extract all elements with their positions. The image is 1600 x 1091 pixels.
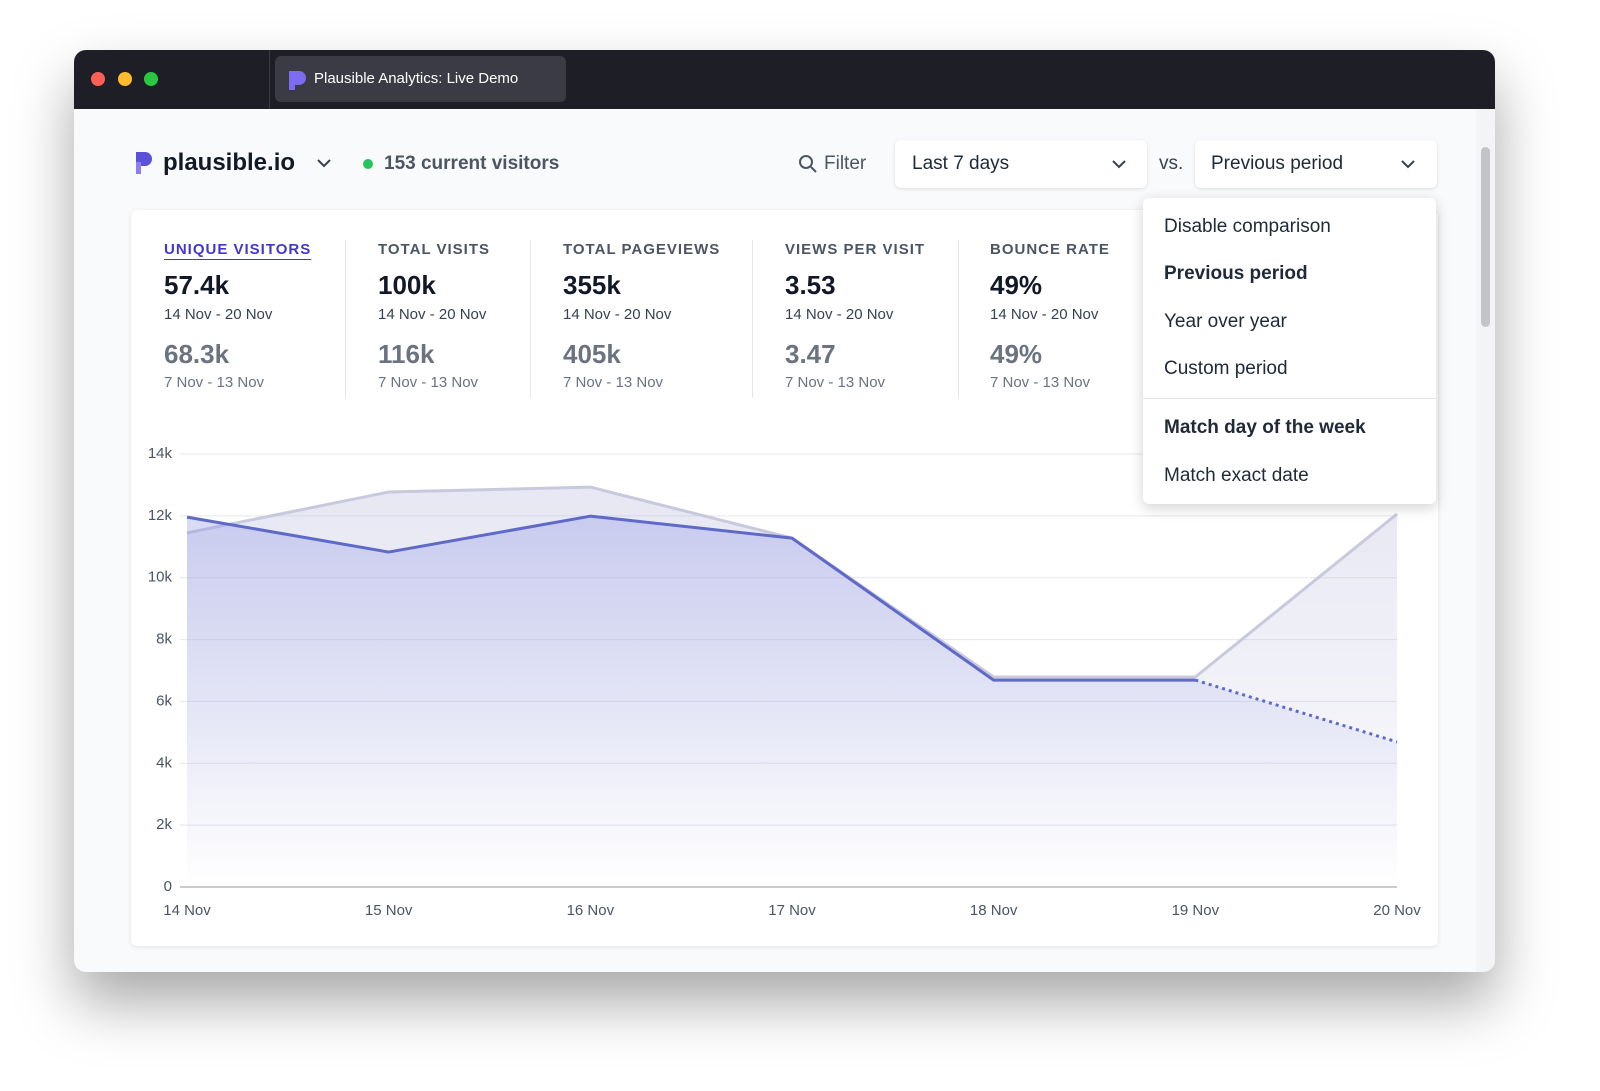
site-chevron[interactable] [316, 157, 332, 169]
stat-range: 14 Nov - 20 Nov [164, 306, 273, 323]
stat-prev-value: 405k [563, 339, 621, 369]
site-name[interactable]: plausible.io [163, 149, 296, 176]
stat-prev-value: 116k [378, 339, 435, 369]
stat-divider [958, 240, 959, 398]
stat-range: 14 Nov - 20 Nov [785, 306, 894, 323]
stat-value: 49% [990, 270, 1043, 300]
stat-label[interactable]: TOTAL VISITS [378, 241, 491, 258]
stat-range: 14 Nov - 20 Nov [563, 306, 672, 323]
stat-divider [752, 240, 753, 398]
stat-label[interactable]: BOUNCE RATE [990, 241, 1110, 258]
period-select[interactable]: Last 7 days [895, 140, 1147, 188]
y-tick-label: 4k [156, 754, 172, 771]
stat-prev-range: 7 Nov - 13 Nov [164, 374, 265, 391]
stat-prev-value: 68.3k [164, 339, 230, 369]
stat-divider [530, 240, 531, 398]
stat-value: 355k [563, 270, 621, 300]
tab-icon [289, 71, 306, 90]
comparison-label: Previous period [1211, 153, 1344, 174]
menu-item[interactable]: Previous period [1164, 263, 1308, 284]
x-tick-label: 14 Nov [163, 902, 211, 919]
y-tick-label: 14k [148, 445, 173, 462]
menu-item[interactable]: Custom period [1164, 358, 1288, 379]
x-tick-label: 17 Nov [768, 902, 816, 919]
chevron [1401, 160, 1415, 169]
chevron [1112, 160, 1126, 169]
zoom-button[interactable] [144, 72, 158, 86]
x-tick-label: 18 Nov [970, 902, 1018, 919]
stat-prev-range: 7 Nov - 13 Nov [563, 374, 664, 391]
area [187, 516, 1397, 887]
y-tick-label: 0 [164, 878, 172, 895]
scrollbar [1476, 109, 1495, 972]
stat-prev-range: 7 Nov - 13 Nov [990, 374, 1091, 391]
period-label: Last 7 days [912, 153, 1010, 174]
title-bar: Plausible Analytics: Live Demo [74, 50, 1495, 109]
line [186, 514, 1196, 682]
stat-value: 100k [378, 270, 436, 300]
y-tick-label: 2k [156, 816, 172, 833]
current-visitors[interactable]: 153 current visitors [384, 153, 560, 174]
stat-prev-value: 3.47 [785, 339, 836, 369]
menu-item[interactable]: Disable comparison [1164, 216, 1331, 237]
stat-value: 57.4k [164, 270, 230, 300]
menu-item[interactable]: Year over year [1164, 311, 1287, 332]
stat-range: 14 Nov - 20 Nov [378, 306, 487, 323]
y-tick-label: 8k [156, 631, 172, 648]
minimize-button[interactable] [118, 72, 132, 86]
divider [269, 50, 270, 109]
stat-label[interactable]: TOTAL PAGEVIEWS [563, 241, 721, 258]
menu-item[interactable]: Match exact date [1164, 465, 1309, 486]
menu-divider [1143, 398, 1436, 399]
vs-label: vs. [1159, 153, 1184, 174]
stat-label[interactable]: UNIQUE VISITORS [164, 241, 312, 258]
y-tick-label: 12k [148, 507, 173, 524]
live-dot [363, 159, 373, 169]
x-tick-label: 20 Nov [1373, 902, 1421, 919]
x-tick-label: 19 Nov [1172, 902, 1220, 919]
y-tick-label: 6k [156, 692, 172, 709]
comparison-select[interactable]: Previous period [1195, 140, 1437, 188]
stat-divider [345, 240, 346, 398]
stat-prev-range: 7 Nov - 13 Nov [785, 374, 886, 391]
stat-prev-range: 7 Nov - 13 Nov [378, 374, 479, 391]
x-tick-label: 16 Nov [567, 902, 615, 919]
filter-button[interactable]: Filter [824, 153, 867, 174]
filter-icon [799, 155, 817, 173]
y-tick-label: 10k [148, 569, 173, 586]
scroll-thumb[interactable] [1481, 147, 1490, 327]
tab-title: Plausible Analytics: Live Demo [314, 70, 519, 87]
stat-range: 14 Nov - 20 Nov [990, 306, 1099, 323]
tab[interactable]: Plausible Analytics: Live Demo [275, 56, 566, 102]
x-tick-label: 15 Nov [365, 902, 413, 919]
menu-item[interactable]: Match day of the week [1164, 417, 1366, 438]
stat-label[interactable]: VIEWS PER VISIT [785, 241, 926, 258]
stat-prev-value: 49% [990, 339, 1043, 369]
logo [136, 152, 152, 174]
comparison-dropdown: Disable comparison Previous period Year … [1143, 198, 1436, 504]
stat-value: 3.53 [785, 270, 836, 300]
line-incomplete [1194, 678, 1398, 744]
close-button[interactable] [91, 72, 105, 86]
